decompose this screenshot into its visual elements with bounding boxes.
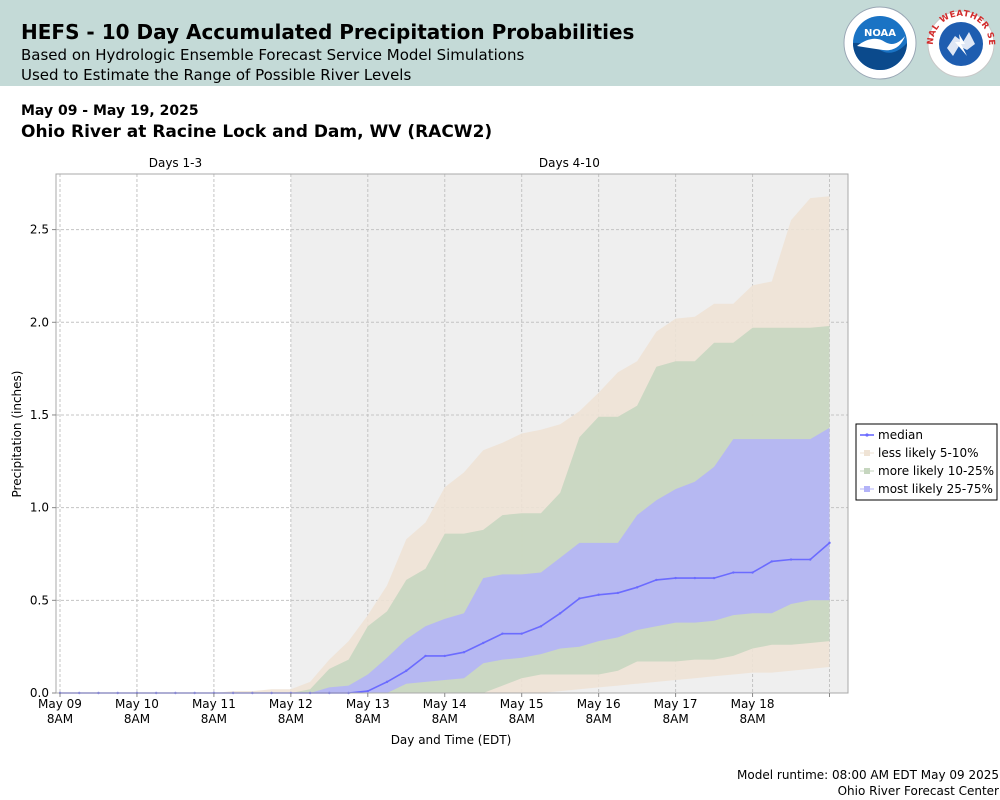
median-point xyxy=(693,576,697,580)
x-tick-label: May 12 xyxy=(269,697,313,711)
x-tick-label: May 11 xyxy=(192,697,236,711)
median-point xyxy=(770,560,773,563)
y-axis-ticks: 0.0 0.5 1.0 1.5 2.0 2.5 xyxy=(30,223,56,700)
median-point xyxy=(828,541,831,545)
x-tick-label: May 09 xyxy=(38,697,82,711)
page-title: HEFS - 10 Day Accumulated Precipitation … xyxy=(21,20,635,44)
y-tick-label: 2.0 xyxy=(30,315,49,329)
median-point xyxy=(597,593,600,596)
x-tick-label: May 13 xyxy=(346,697,390,711)
legend-swatch-10-25 xyxy=(864,468,870,474)
median-point xyxy=(655,578,658,582)
median-point xyxy=(732,571,735,574)
median-point xyxy=(635,586,639,589)
model-runtime: Model runtime: 08:00 AM EDT May 09 2025 xyxy=(737,768,999,782)
page-subtitle-1: Based on Hydrologic Ensemble Forecast Se… xyxy=(21,46,525,64)
median-point xyxy=(366,689,369,693)
median-point xyxy=(539,625,543,628)
x-tick-label: 8AM xyxy=(278,712,304,726)
x-tick-label: 8AM xyxy=(509,712,535,726)
legend-swatch-5-10 xyxy=(864,450,870,456)
median-point xyxy=(443,654,446,658)
legend-marker-median xyxy=(865,433,869,437)
date-range: May 09 - May 19, 2025 xyxy=(21,103,199,119)
page-subtitle-2: Used to Estimate the Range of Possible R… xyxy=(21,66,412,84)
x-tick-label: 8AM xyxy=(47,712,73,726)
median-point xyxy=(385,680,389,684)
median-point xyxy=(809,558,812,561)
x-tick-label: 8AM xyxy=(432,712,458,726)
median-point xyxy=(405,669,408,672)
x-tick-label: 8AM xyxy=(124,712,150,726)
x-tick-label: 8AM xyxy=(355,712,381,726)
legend-label: most likely 25-75% xyxy=(878,482,993,496)
legend-label: median xyxy=(878,428,923,442)
legend-box xyxy=(855,423,998,501)
y-tick-label: 1.5 xyxy=(30,408,49,422)
svg-text:NOAA: NOAA xyxy=(864,28,896,39)
x-tick-label: May 17 xyxy=(654,697,698,711)
median-point xyxy=(789,558,793,561)
header-banner: HEFS - 10 Day Accumulated Precipitation … xyxy=(0,0,1000,86)
x-tick-label: May 18 xyxy=(731,697,775,711)
median-point xyxy=(462,651,466,654)
legend-swatch-25-75 xyxy=(864,486,870,492)
median-point xyxy=(482,641,485,645)
legend-label: less likely 5-10% xyxy=(878,446,979,460)
y-axis-label: Precipitation (inches) xyxy=(10,371,24,498)
noaa-logo: NOAA xyxy=(843,6,917,80)
y-tick-label: 1.0 xyxy=(30,501,49,515)
x-tick-label: May 15 xyxy=(500,697,544,711)
median-point xyxy=(424,654,427,658)
median-point xyxy=(674,576,677,580)
x-tick-label: May 14 xyxy=(423,697,467,711)
x-tick-label: 8AM xyxy=(739,712,765,726)
y-tick-label: 0.0 xyxy=(30,686,49,700)
period-background-1 xyxy=(60,174,291,693)
median-point xyxy=(751,571,754,574)
median-point xyxy=(712,576,716,580)
y-tick-label: 2.5 xyxy=(30,223,49,237)
x-tick-label: 8AM xyxy=(201,712,227,726)
station-name: Ohio River at Racine Lock and Dam, WV (R… xyxy=(21,122,493,142)
median-point xyxy=(616,591,620,595)
legend-label: more likely 10-25% xyxy=(878,464,994,478)
median-point xyxy=(558,612,562,615)
x-tick-label: 8AM xyxy=(662,712,688,726)
y-tick-label: 0.5 xyxy=(30,593,49,607)
national-weather-service-logo: NATIONAL WEATHER SERVICE xyxy=(925,4,996,78)
period-label-2: Days 4-10 xyxy=(539,156,600,170)
median-point xyxy=(578,597,581,600)
x-tick-label: 8AM xyxy=(586,712,612,726)
probability-bands xyxy=(60,196,830,693)
x-tick-label: May 10 xyxy=(115,697,159,711)
period-label-1: Days 1-3 xyxy=(149,156,202,170)
x-axis-label: Day and Time (EDT) xyxy=(391,733,512,747)
band-25-75-area xyxy=(60,427,830,693)
x-tick-label: May 16 xyxy=(577,697,621,711)
legend: median less likely 5-10% more likely 10-25… xyxy=(855,423,998,501)
plot-border xyxy=(55,173,849,694)
forecast-center: Ohio River Forecast Center xyxy=(837,784,999,798)
period-labels: Days 1-3 Days 4-10 xyxy=(149,156,600,170)
plot-frame xyxy=(55,173,849,694)
median-point xyxy=(501,632,504,635)
median-point xyxy=(520,632,523,635)
